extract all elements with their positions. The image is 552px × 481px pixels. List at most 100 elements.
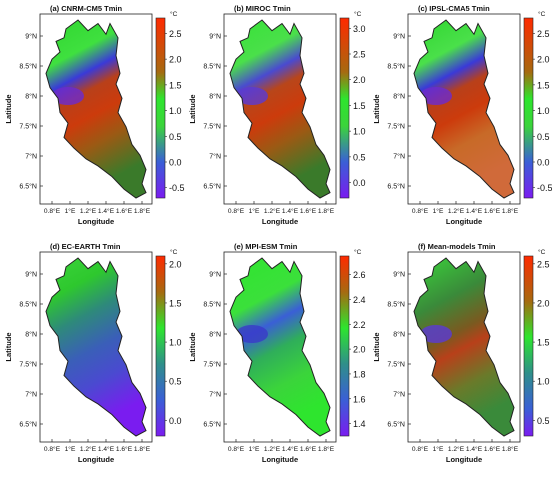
lat-tick-label: 9°N [209, 271, 221, 279]
lon-tick-label: 1.6°E [300, 207, 317, 215]
colorbar-tick-label: 1.5 [353, 101, 366, 111]
lat-tick-label: 8.5°N [387, 63, 405, 71]
colorbar-tick-label: 1.5 [169, 298, 182, 308]
y-axis-label: Latitude [188, 94, 197, 123]
colorbar-tick-label: 2.0 [169, 259, 182, 269]
lon-tick-label: 1°E [433, 207, 444, 215]
x-axis-label: Longitude [78, 455, 114, 464]
country-outline [45, 19, 147, 199]
lat-tick-label: 7.5°N [19, 123, 37, 131]
lat-tick-label: 8.5°N [203, 63, 221, 71]
lat-tick-label: 7.5°N [203, 361, 221, 369]
colorbar-tick-label: 1.0 [169, 338, 182, 348]
lat-tick-label: 7°N [209, 153, 221, 161]
colorbar [523, 255, 534, 437]
lon-tick-label: 1.4°E [98, 207, 115, 215]
x-axis-label: Longitude [446, 455, 482, 464]
colorbar-tick-label: 2.5 [537, 259, 550, 269]
lon-tick-label: 0.8°E [44, 445, 61, 453]
lon-tick-label: 1.4°E [466, 207, 483, 215]
country-field [414, 258, 514, 436]
lat-tick-label: 7°N [393, 391, 405, 399]
lat-tick-label: 8°N [25, 331, 37, 339]
y-axis-label: Latitude [372, 332, 381, 361]
colorbar [523, 17, 534, 199]
lat-tick-label: 7°N [209, 391, 221, 399]
colorbar-tick-label: 0.5 [169, 377, 182, 387]
lon-tick-label: 1°E [249, 445, 260, 453]
lon-tick-label: 0.8°E [228, 445, 245, 453]
lat-tick-label: 6.5°N [387, 421, 405, 429]
colorbar-tick-label: 0.5 [537, 132, 550, 142]
x-axis-label: Longitude [446, 217, 482, 226]
panel-title: (b) MIROC Tmin [234, 4, 291, 13]
lon-tick-label: 1.2°E [448, 207, 465, 215]
panel-title: (a) CNRM-CM5 Tmin [50, 4, 122, 13]
colorbar-tick-label: 2.0 [169, 55, 182, 65]
lon-tick-label: 0.8°E [412, 445, 429, 453]
country-field [230, 20, 330, 198]
colorbar-tick-label: 2.0 [353, 75, 366, 85]
x-axis-label: Longitude [262, 455, 298, 464]
panel-5: (e) MPI-ESM Tmin 9°N 8.5°N 8°N 7.5°N 7°N 6.5°N… [188, 242, 366, 464]
y-axis-label: Latitude [4, 94, 13, 123]
lat-tick-label: 6.5°N [203, 183, 221, 191]
lon-tick-label: 1.6°E [484, 207, 501, 215]
lat-tick-label: 6.5°N [19, 183, 37, 191]
panel-title: (f) Mean-models Tmin [418, 242, 496, 251]
panel-1: (a) CNRM-CM5 Tmin 9°N 8.5°N 8°N 7.5°N 7°N 6.5°… [4, 4, 185, 226]
lon-tick-label: 0.8°E [228, 207, 245, 215]
colorbar-tick-label: -0.5 [537, 183, 552, 193]
lon-tick-label: 1.2°E [80, 207, 97, 215]
panel-6: (f) Mean-models Tmin 9°N 8.5°N 8°N 7.5°N 7°N 6… [372, 242, 550, 464]
lon-tick-label: 1.6°E [116, 207, 133, 215]
colorbar-tick-label: 2.6 [353, 270, 366, 280]
lon-tick-label: 1.8°E [134, 445, 151, 453]
lon-tick-label: 1.6°E [484, 445, 501, 453]
y-axis-label: Latitude [188, 332, 197, 361]
panel-title: (e) MPI-ESM Tmin [234, 242, 298, 251]
colorbar-tick-label: -0.5 [169, 183, 185, 193]
lon-tick-label: 1°E [65, 445, 76, 453]
lon-tick-label: 1°E [65, 207, 76, 215]
lat-tick-label: 9°N [25, 33, 37, 41]
colorbar-tick-label: 1.8 [353, 369, 366, 379]
lat-tick-label: 8°N [393, 331, 405, 339]
lat-tick-label: 8.5°N [19, 63, 37, 71]
colorbar-tick-label: 0.0 [537, 158, 550, 168]
colorbar-tick-label: 0.5 [537, 416, 550, 426]
colorbar-tick-label: 0.0 [353, 178, 366, 188]
lat-tick-label: 7.5°N [387, 123, 405, 131]
lat-tick-label: 7.5°N [387, 361, 405, 369]
colorbar-unit: °C [354, 10, 362, 18]
colorbar-tick-label: 1.0 [169, 106, 182, 116]
colorbar-tick-label: 2.5 [537, 29, 550, 39]
lon-tick-label: 1.4°E [98, 445, 115, 453]
lon-tick-label: 1.8°E [318, 207, 335, 215]
panel-4: (d) EC-EARTH Tmin 9°N 8.5°N 8°N 7.5°N 7°N 6.5°… [4, 242, 182, 464]
colorbar-unit: °C [354, 248, 362, 256]
colorbar-tick-label: 1.5 [169, 80, 182, 90]
lon-tick-label: 1.2°E [264, 445, 281, 453]
colorbar-tick-label: 0.0 [169, 416, 182, 426]
colorbar-tick-label: 1.6 [353, 394, 366, 404]
lon-tick-label: 1.6°E [300, 445, 317, 453]
lat-tick-label: 7°N [393, 153, 405, 161]
country-outline [413, 257, 515, 437]
colorbar-tick-label: 0.5 [169, 132, 182, 142]
lat-tick-label: 6.5°N [203, 421, 221, 429]
anomaly-blob [420, 325, 452, 343]
colorbar-tick-label: 2.0 [353, 345, 366, 355]
colorbar-tick-label: 2.0 [537, 298, 550, 308]
colorbar-tick-label: 1.4 [353, 419, 366, 429]
lon-tick-label: 1.8°E [318, 445, 335, 453]
colorbar [155, 17, 166, 199]
lat-tick-label: 8°N [393, 93, 405, 101]
colorbar-tick-label: 2.5 [353, 50, 366, 60]
lon-tick-label: 1.4°E [466, 445, 483, 453]
lat-tick-label: 8.5°N [203, 301, 221, 309]
country-outline [229, 257, 331, 437]
panel-title: (d) EC-EARTH Tmin [50, 242, 121, 251]
lat-tick-label: 8°N [25, 93, 37, 101]
